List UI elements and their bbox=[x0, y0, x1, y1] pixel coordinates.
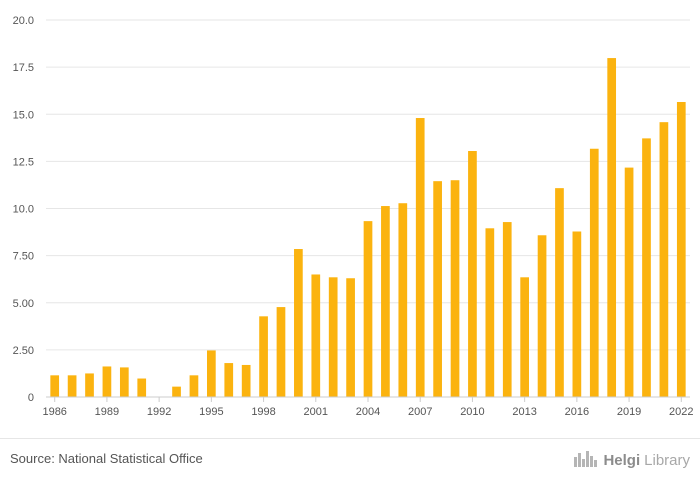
bar-1991[interactable] bbox=[137, 378, 147, 397]
bar-2020[interactable] bbox=[642, 138, 651, 398]
bar-2019[interactable] bbox=[624, 167, 634, 397]
bar-1987[interactable] bbox=[67, 375, 77, 397]
x-tick-label: 2016 bbox=[565, 406, 589, 418]
y-tick-label: 15.0 bbox=[13, 109, 34, 121]
x-axis-tick-labels: 1986 1989 1992 1995 1998 2001 2004 2007 2010 2013… bbox=[42, 397, 694, 418]
y-tick-label: 7.50 bbox=[13, 251, 34, 263]
bars bbox=[50, 58, 686, 398]
logo-text-library: Library bbox=[644, 451, 690, 469]
bar-2010[interactable] bbox=[468, 151, 477, 397]
bar-1989[interactable] bbox=[102, 366, 112, 397]
bar-2021[interactable] bbox=[659, 122, 669, 398]
y-tick-label: 10.0 bbox=[13, 204, 34, 216]
bar-2004[interactable] bbox=[363, 221, 373, 397]
bar-2011[interactable] bbox=[485, 228, 495, 397]
bar-2002[interactable] bbox=[328, 277, 338, 397]
bar-1993[interactable] bbox=[172, 386, 181, 397]
chart-footer: Source: National Statistical Office Helg… bbox=[0, 438, 700, 484]
y-tick-label: 5.00 bbox=[13, 298, 34, 310]
bar-2006[interactable] bbox=[398, 203, 408, 397]
bar-2015[interactable] bbox=[555, 188, 564, 397]
helgi-library-logo[interactable]: Helgi Library bbox=[573, 449, 690, 471]
bar-2016[interactable] bbox=[572, 231, 582, 397]
x-tick-label: 2007 bbox=[408, 406, 432, 418]
bar-2005[interactable] bbox=[381, 206, 390, 397]
city-skyline-icon bbox=[573, 449, 599, 471]
x-tick-label: 1998 bbox=[251, 406, 275, 418]
y-tick-label: 12.5 bbox=[13, 156, 34, 168]
y-tick-label: 17.5 bbox=[13, 62, 34, 74]
bar-1994[interactable] bbox=[189, 375, 199, 397]
x-tick-label: 2001 bbox=[304, 406, 328, 418]
bar-2018[interactable] bbox=[607, 58, 617, 398]
bar-1999[interactable] bbox=[276, 307, 286, 397]
y-tick-label: 2.50 bbox=[13, 345, 34, 357]
x-tick-label: 2019 bbox=[617, 406, 641, 418]
bar-1996[interactable] bbox=[224, 363, 234, 397]
x-tick-label: 1995 bbox=[199, 406, 223, 418]
bar-2017[interactable] bbox=[589, 148, 599, 397]
logo-text-helgi: Helgi bbox=[603, 451, 641, 469]
bar-2003[interactable] bbox=[346, 278, 355, 397]
x-tick-label: 2010 bbox=[460, 406, 484, 418]
x-tick-label: 1986 bbox=[42, 406, 66, 418]
bar-2022[interactable] bbox=[676, 101, 686, 397]
x-tick-label: 2013 bbox=[512, 406, 536, 418]
bar-1986[interactable] bbox=[50, 375, 60, 397]
x-tick-label: 2004 bbox=[356, 406, 380, 418]
x-tick-label: 1989 bbox=[95, 406, 119, 418]
bar-2013[interactable] bbox=[520, 277, 529, 397]
bar-1988[interactable] bbox=[85, 373, 94, 397]
x-tick-label: 1992 bbox=[147, 406, 171, 418]
y-axis-tick-labels: 0 2.50 5.00 7.50 10.0 12.5 15.0 17.5 20.0 bbox=[13, 15, 34, 404]
y-tick-label: 0 bbox=[28, 392, 34, 404]
bar-2008[interactable] bbox=[433, 181, 442, 397]
bar-2001[interactable] bbox=[311, 274, 321, 397]
bar-1997[interactable] bbox=[241, 364, 251, 397]
bar-2000[interactable] bbox=[294, 249, 303, 397]
source-note: Source: National Statistical Office bbox=[10, 451, 203, 466]
bar-1990[interactable] bbox=[119, 367, 129, 397]
bar-2012[interactable] bbox=[502, 222, 512, 397]
bar-1995[interactable] bbox=[207, 350, 216, 397]
y-tick-label: 20.0 bbox=[13, 15, 34, 27]
bar-2014[interactable] bbox=[537, 235, 547, 397]
bar-2009[interactable] bbox=[450, 180, 460, 397]
bar-2007[interactable] bbox=[415, 118, 425, 398]
x-tick-label: 2022 bbox=[669, 406, 693, 418]
bar-1998[interactable] bbox=[259, 316, 268, 397]
